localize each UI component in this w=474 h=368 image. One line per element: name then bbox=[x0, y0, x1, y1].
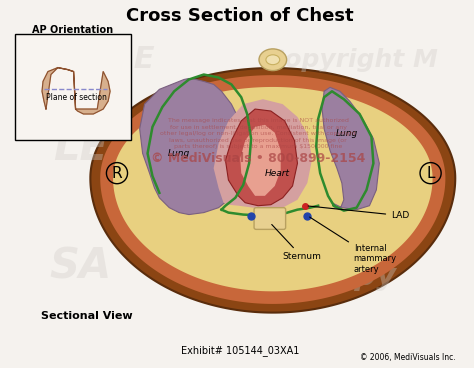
Polygon shape bbox=[91, 68, 455, 312]
FancyBboxPatch shape bbox=[15, 34, 131, 139]
Text: SA: SA bbox=[49, 246, 111, 288]
Polygon shape bbox=[42, 68, 110, 114]
Text: COpy: COpy bbox=[307, 262, 397, 291]
Text: Exhibit# 105144_03XA1: Exhibit# 105144_03XA1 bbox=[181, 345, 300, 356]
Text: Sectional View: Sectional View bbox=[41, 311, 133, 321]
Text: © 2006, MediVisuals Inc.: © 2006, MediVisuals Inc. bbox=[360, 353, 455, 362]
Text: © MediVisuals • 800-899-2154: © MediVisuals • 800-899-2154 bbox=[151, 152, 365, 165]
Polygon shape bbox=[226, 109, 298, 206]
Polygon shape bbox=[240, 125, 281, 196]
Text: R: R bbox=[112, 166, 122, 181]
Text: Lung: Lung bbox=[168, 149, 190, 158]
Polygon shape bbox=[214, 99, 312, 210]
Text: Heart: Heart bbox=[265, 169, 290, 178]
Text: SAMPLE: SAMPLE bbox=[16, 45, 155, 74]
FancyBboxPatch shape bbox=[254, 208, 286, 229]
Text: L: L bbox=[426, 166, 435, 181]
Text: LAD: LAD bbox=[308, 206, 410, 220]
Text: AP Orientation: AP Orientation bbox=[32, 25, 113, 35]
Text: Lung: Lung bbox=[336, 129, 358, 138]
Polygon shape bbox=[140, 78, 245, 215]
Text: Plane of section: Plane of section bbox=[46, 93, 107, 102]
Text: right MediVisuals: right MediVisuals bbox=[203, 129, 422, 149]
Text: LE: LE bbox=[53, 127, 108, 170]
Text: Copyright M: Copyright M bbox=[266, 48, 438, 72]
Polygon shape bbox=[322, 87, 379, 210]
Text: The message indicates that this image is NOT authorized
for use in settlement, d: The message indicates that this image is… bbox=[160, 118, 356, 149]
Polygon shape bbox=[100, 75, 446, 304]
Text: Cross Section of Chest: Cross Section of Chest bbox=[127, 7, 354, 25]
Text: MediVisuals: MediVisuals bbox=[140, 199, 327, 227]
Ellipse shape bbox=[266, 55, 280, 65]
Text: Sternum: Sternum bbox=[272, 224, 321, 262]
Ellipse shape bbox=[259, 49, 287, 71]
Polygon shape bbox=[113, 87, 433, 291]
Text: Internal
mammary
artery: Internal mammary artery bbox=[310, 217, 397, 274]
